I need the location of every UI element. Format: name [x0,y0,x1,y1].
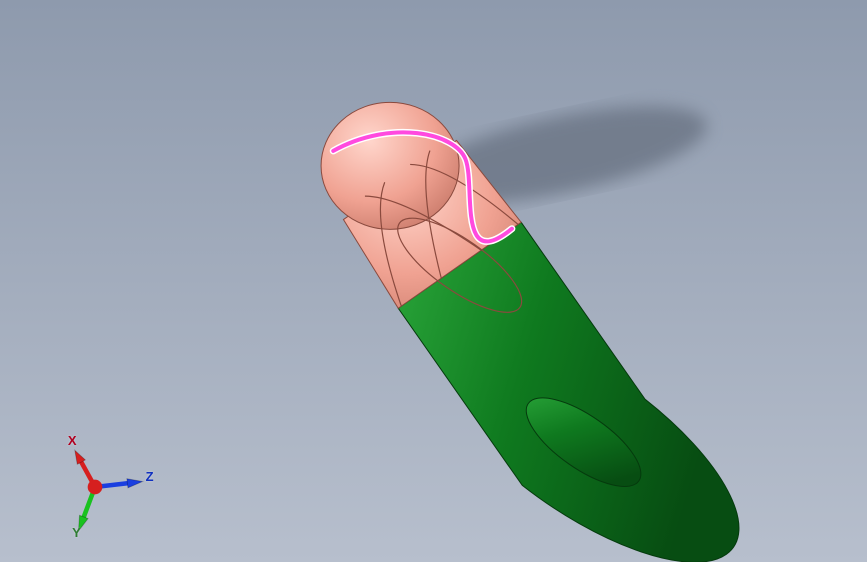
cad-3d-viewport[interactable]: X Y Z [0,0,867,562]
ball-nose [321,102,459,229]
axis-label-y: Y [72,525,81,540]
axis-label-x: X [68,433,77,448]
triad-origin [88,480,103,495]
axis-label-z: Z [146,469,154,484]
orientation-triad[interactable] [40,432,150,542]
